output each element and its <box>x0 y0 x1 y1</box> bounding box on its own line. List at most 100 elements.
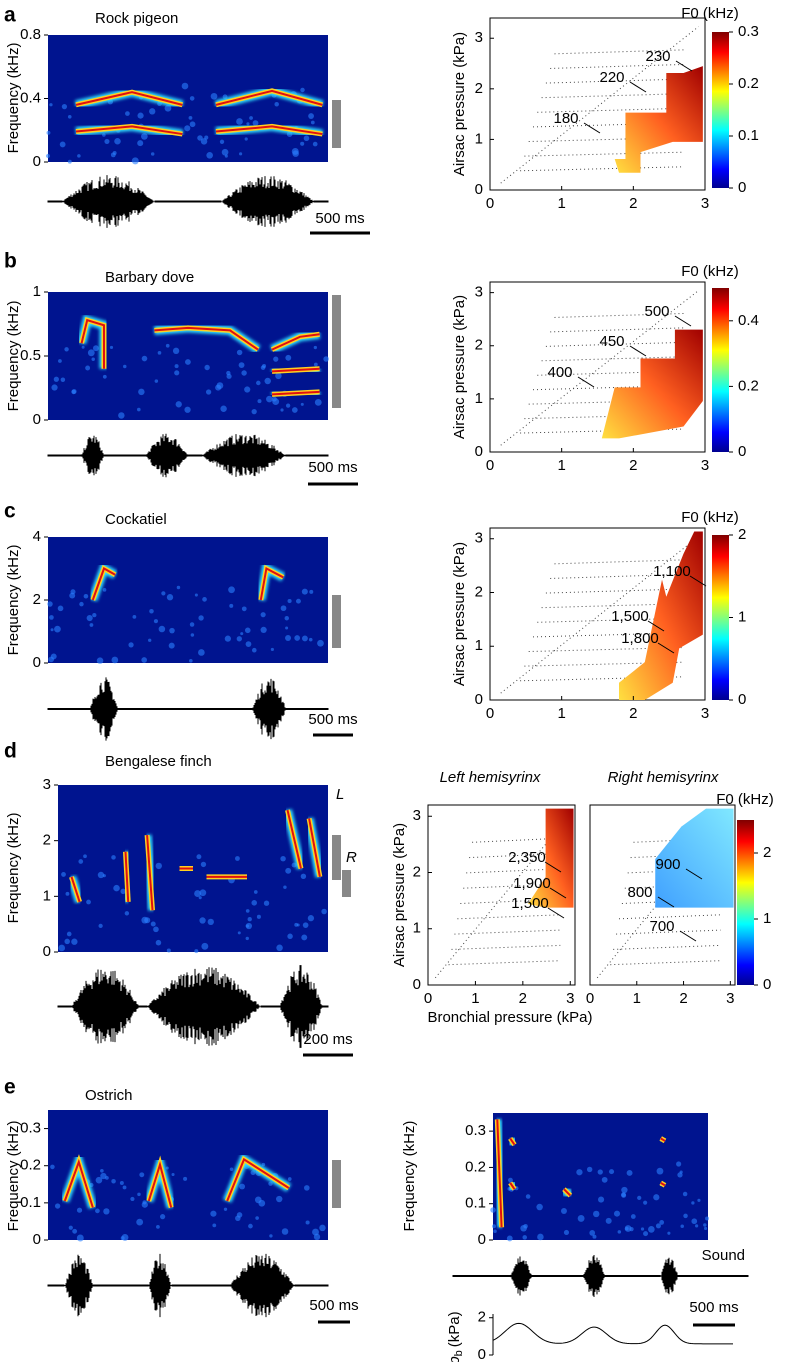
speckle <box>307 915 315 922</box>
colorbar-tick-label: 0.2 <box>738 377 759 394</box>
speckle <box>155 939 162 946</box>
speckle <box>64 347 69 352</box>
speckle <box>86 899 91 905</box>
speckle <box>655 1223 661 1229</box>
waveform <box>47 677 329 741</box>
colorbar-label: F0 (kHz) <box>716 791 774 808</box>
speckle <box>100 1168 104 1173</box>
speckle <box>76 1234 84 1242</box>
speckle <box>598 1196 605 1203</box>
speckle <box>274 101 279 107</box>
speckle <box>67 159 72 164</box>
speckle <box>244 627 251 634</box>
speckle <box>148 638 152 642</box>
contour-label: 1,500 <box>511 895 549 912</box>
speckle <box>238 362 245 369</box>
speckle <box>92 612 97 618</box>
y-axis-label: Airsac pressure (kPa) <box>451 295 468 439</box>
colorbar-label: F0 (kHz) <box>681 263 739 280</box>
speckle <box>287 1177 292 1181</box>
speckle <box>223 1207 228 1211</box>
contour-label: 900 <box>655 856 680 873</box>
speckle <box>301 588 308 595</box>
y-tick-label: 0 <box>475 691 483 708</box>
harmonic <box>271 333 320 351</box>
colorbar-tick-label: 0.2 <box>738 75 759 92</box>
speckle <box>174 370 180 376</box>
x-tick-label: 1 <box>557 457 565 474</box>
speckle <box>637 1195 642 1201</box>
harmonic <box>271 390 320 396</box>
speckle <box>621 1192 627 1198</box>
speckle <box>624 1226 629 1231</box>
f0-region <box>614 66 703 173</box>
speckle <box>139 1172 145 1178</box>
contour-label: 800 <box>627 884 652 901</box>
speckle <box>194 949 199 954</box>
speckle <box>245 641 252 647</box>
speckle <box>165 1166 169 1170</box>
speckle <box>46 130 51 135</box>
speckle <box>605 1217 612 1224</box>
f0-region <box>601 329 703 439</box>
speckle <box>164 104 172 112</box>
pressure-unit: (kPa) <box>446 1311 463 1347</box>
speckle <box>680 1224 684 1229</box>
speckle <box>323 356 329 362</box>
speckle <box>229 1167 234 1171</box>
x-tick-label: 2 <box>519 990 527 1007</box>
contour-label: 1,800 <box>621 630 659 647</box>
speckle <box>190 633 195 637</box>
scale-bar-label: 500 ms <box>315 210 364 227</box>
x-tick-label: 2 <box>629 457 637 474</box>
speckle <box>72 1228 78 1234</box>
speckle <box>205 389 212 395</box>
speckle <box>48 656 55 663</box>
speckle <box>128 642 134 648</box>
speckle <box>161 591 166 596</box>
speckle <box>69 592 76 599</box>
speckle <box>276 944 283 952</box>
x-tick-label: 0 <box>486 457 494 474</box>
speckle <box>682 1191 688 1197</box>
speckle <box>61 104 68 110</box>
speckle <box>236 118 243 125</box>
y-tick-label: 0.8 <box>20 26 41 43</box>
speckle <box>150 921 156 927</box>
speckle <box>57 605 64 612</box>
speckle <box>58 359 62 363</box>
harmonic <box>147 1160 173 1208</box>
speckle <box>235 856 240 861</box>
speckle <box>321 908 327 915</box>
isobar <box>616 929 721 935</box>
isobar <box>554 49 684 55</box>
speckle <box>236 636 242 642</box>
syrinx-marker: R <box>346 849 357 866</box>
gray-bar <box>332 1160 341 1208</box>
panel-title: Cockatiel <box>105 511 167 528</box>
contour-label: 450 <box>599 333 624 350</box>
speckle <box>95 1208 100 1214</box>
panel-title: Ostrich <box>85 1087 133 1104</box>
colorbar <box>712 32 729 188</box>
contour-label: 500 <box>644 303 669 320</box>
isobar <box>469 853 561 859</box>
contour-label: 1,500 <box>611 608 649 625</box>
y-tick-label: 4 <box>33 528 41 545</box>
speckle <box>300 87 305 93</box>
contour-leader <box>647 620 665 632</box>
speckle <box>200 138 208 145</box>
speckle <box>291 407 298 413</box>
colorbar <box>737 820 754 985</box>
speckle <box>317 639 324 647</box>
harmonic <box>75 91 183 106</box>
speckle <box>156 1224 160 1229</box>
speckle <box>79 601 84 607</box>
speckle <box>276 1195 283 1203</box>
y-tick-label: 2 <box>478 1309 486 1326</box>
speckle <box>61 872 66 877</box>
speckle <box>303 1185 310 1191</box>
speckle <box>160 1214 166 1220</box>
x-tick-label: 0 <box>486 705 494 722</box>
harmonic <box>308 818 321 878</box>
